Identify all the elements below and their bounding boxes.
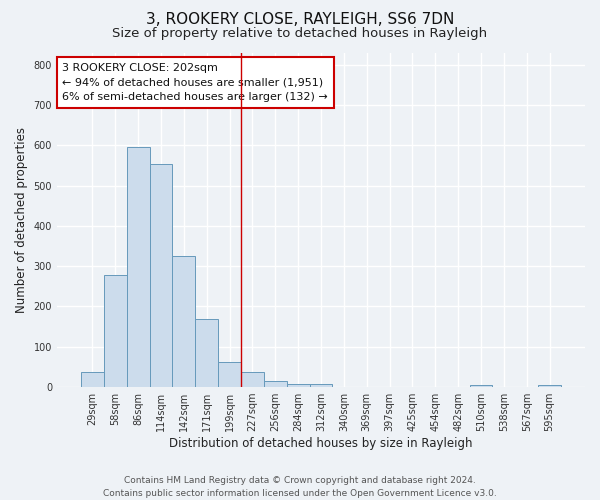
Bar <box>310 384 332 387</box>
X-axis label: Distribution of detached houses by size in Rayleigh: Distribution of detached houses by size … <box>169 437 473 450</box>
Text: 3, ROOKERY CLOSE, RAYLEIGH, SS6 7DN: 3, ROOKERY CLOSE, RAYLEIGH, SS6 7DN <box>146 12 454 28</box>
Bar <box>264 382 287 387</box>
Bar <box>241 372 264 387</box>
Bar <box>470 385 493 387</box>
Bar <box>287 384 310 387</box>
Text: Size of property relative to detached houses in Rayleigh: Size of property relative to detached ho… <box>112 28 488 40</box>
Bar <box>195 318 218 387</box>
Bar <box>538 386 561 387</box>
Bar <box>104 275 127 387</box>
Text: 3 ROOKERY CLOSE: 202sqm
← 94% of detached houses are smaller (1,951)
6% of semi-: 3 ROOKERY CLOSE: 202sqm ← 94% of detache… <box>62 62 328 102</box>
Y-axis label: Number of detached properties: Number of detached properties <box>15 127 28 313</box>
Text: Contains HM Land Registry data © Crown copyright and database right 2024.
Contai: Contains HM Land Registry data © Crown c… <box>103 476 497 498</box>
Bar <box>149 164 172 387</box>
Bar <box>127 147 149 387</box>
Bar <box>172 256 195 387</box>
Bar <box>218 362 241 387</box>
Bar <box>81 372 104 387</box>
